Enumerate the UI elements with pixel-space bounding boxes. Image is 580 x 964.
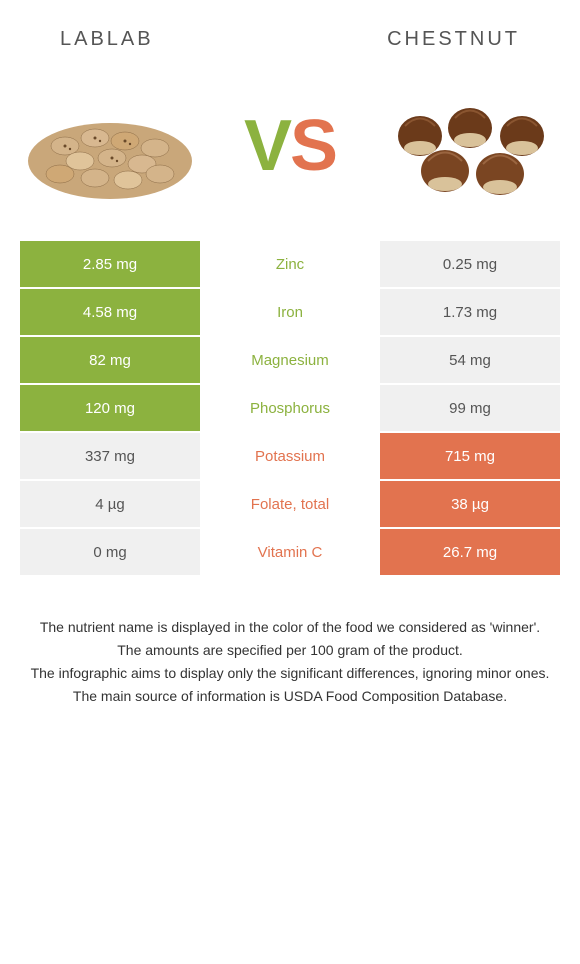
right-value: 99 mg	[380, 385, 560, 431]
left-value: 0 mg	[20, 529, 200, 575]
header-row: LABLAB CHESTNUT	[0, 0, 580, 63]
table-row: 0 mgVitamin C26.7 mg	[20, 529, 560, 577]
table-row: 337 mgPotassium715 mg	[20, 433, 560, 481]
nutrient-name: Magnesium	[200, 337, 380, 383]
footnote-line: The amounts are specified per 100 gram o…	[20, 640, 560, 661]
left-value: 337 mg	[20, 433, 200, 479]
left-food-title: LABLAB	[60, 28, 154, 51]
table-row: 4.58 mgIron1.73 mg	[20, 289, 560, 337]
nutrient-name: Phosphorus	[200, 385, 380, 431]
nutrient-name: Iron	[200, 289, 380, 335]
images-row: VS	[0, 63, 580, 241]
chestnut-icon	[380, 86, 560, 206]
right-value: 1.73 mg	[380, 289, 560, 335]
left-value: 4 µg	[20, 481, 200, 527]
nutrient-name: Folate, total	[200, 481, 380, 527]
footnote-line: The nutrient name is displayed in the co…	[20, 617, 560, 638]
footnote-line: The infographic aims to display only the…	[20, 663, 560, 684]
right-value: 54 mg	[380, 337, 560, 383]
footnotes: The nutrient name is displayed in the co…	[0, 577, 580, 707]
right-value: 715 mg	[380, 433, 560, 479]
lablab-image	[20, 81, 200, 211]
nutrient-table: 2.85 mgZinc0.25 mg4.58 mgIron1.73 mg82 m…	[20, 241, 560, 577]
right-food-title: CHESTNUT	[387, 28, 520, 51]
vs-v: V	[244, 106, 290, 186]
left-value: 120 mg	[20, 385, 200, 431]
left-value: 2.85 mg	[20, 241, 200, 287]
table-row: 4 µgFolate, total38 µg	[20, 481, 560, 529]
footnote-line: The main source of information is USDA F…	[20, 686, 560, 707]
nutrient-name: Vitamin C	[200, 529, 380, 575]
left-value: 82 mg	[20, 337, 200, 383]
vs-s: S	[290, 106, 336, 186]
table-row: 120 mgPhosphorus99 mg	[20, 385, 560, 433]
right-value: 38 µg	[380, 481, 560, 527]
nutrient-name: Potassium	[200, 433, 380, 479]
right-value: 26.7 mg	[380, 529, 560, 575]
table-row: 2.85 mgZinc0.25 mg	[20, 241, 560, 289]
right-value: 0.25 mg	[380, 241, 560, 287]
vs-label: VS	[244, 105, 336, 187]
chestnut-image	[380, 81, 560, 211]
nutrient-name: Zinc	[200, 241, 380, 287]
left-value: 4.58 mg	[20, 289, 200, 335]
infographic-container: LABLAB CHESTNUT	[0, 0, 580, 707]
table-row: 82 mgMagnesium54 mg	[20, 337, 560, 385]
lablab-icon	[20, 86, 200, 206]
